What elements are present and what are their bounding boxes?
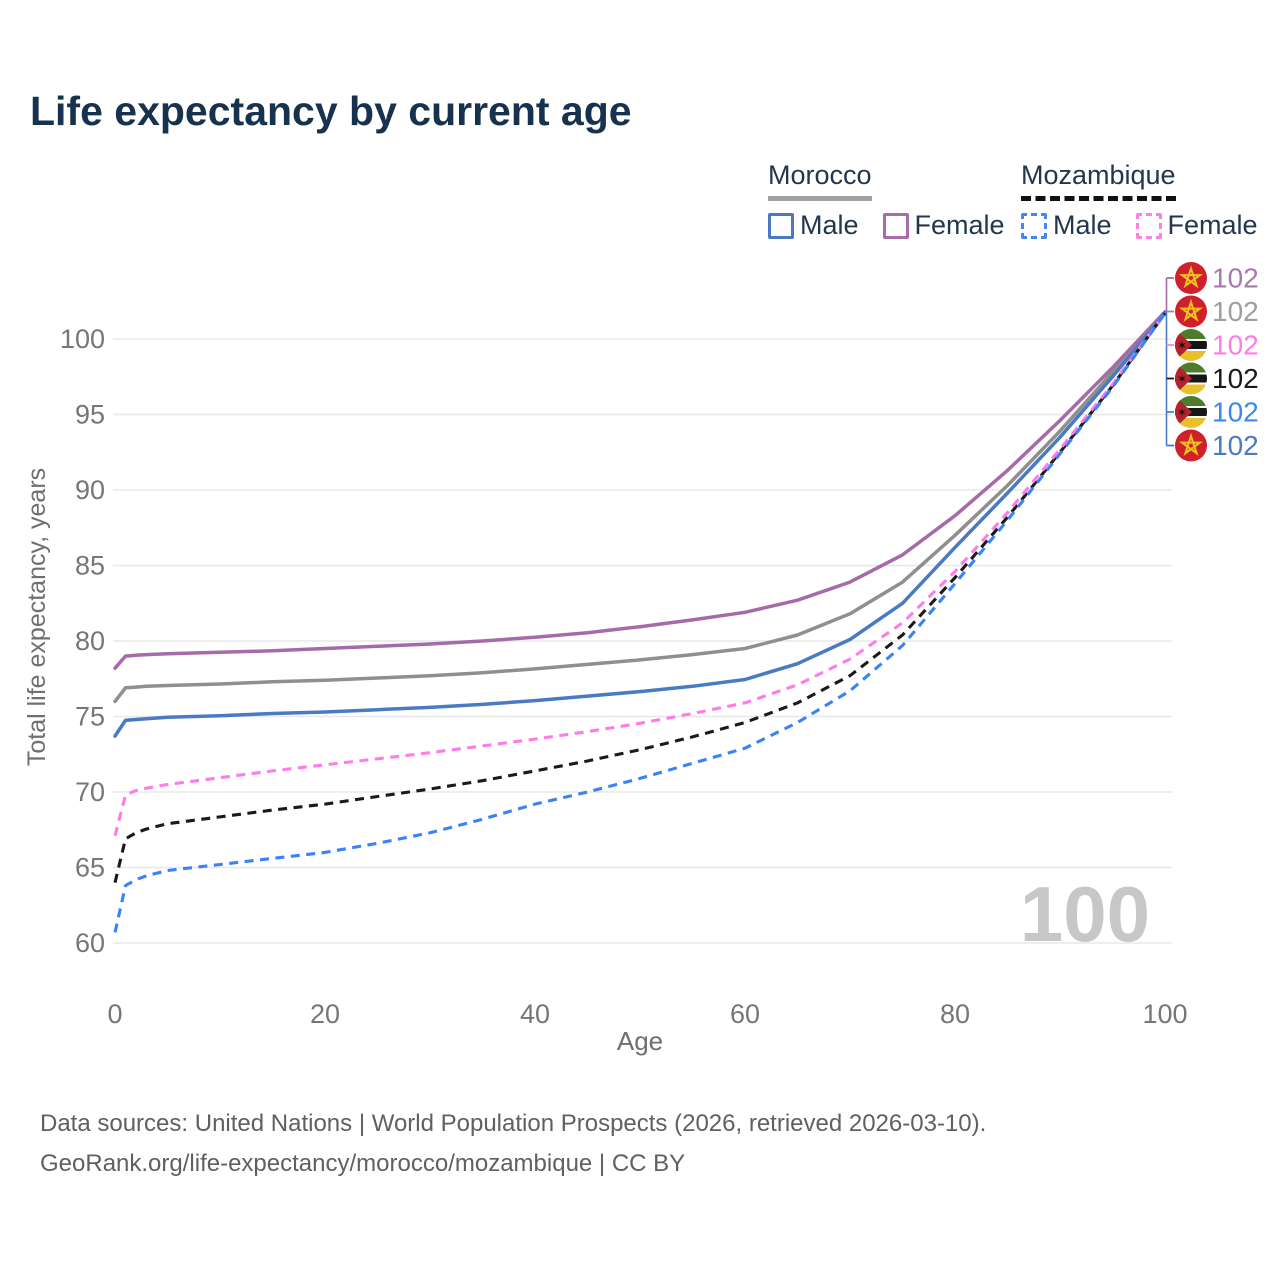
end-value-label-morocco-female: 102 <box>1212 263 1259 294</box>
x-axis-title: Age <box>617 1026 663 1056</box>
watermark-100: 100 <box>1020 870 1150 958</box>
legend-swatch-mozambique-female <box>1135 212 1162 239</box>
page-title: Life expectancy by current age <box>30 88 632 134</box>
x-tick-label-100: 100 <box>1142 999 1187 1029</box>
pentagram-star-icon <box>1178 265 1204 289</box>
legend-item-mozambique-female[interactable]: Female <box>1135 210 1258 241</box>
end-value-label-mozambique-male: 102 <box>1212 397 1259 428</box>
y-tick-label-75: 75 <box>75 702 105 732</box>
legend-swatch-morocco-female <box>882 212 909 239</box>
y-axis-title: Total life expectancy, years <box>23 468 51 766</box>
y-tick-label-70: 70 <box>75 777 105 807</box>
end-value-label-mozambique-female: 102 <box>1212 330 1259 361</box>
x-tick-label-20: 20 <box>310 999 340 1029</box>
legend-label-mozambique-male: Male <box>1053 210 1112 240</box>
series-line-morocco-female[interactable] <box>113 310 1167 670</box>
footer-attribution-link[interactable]: GeoRank.org/life-expectancy/morocco/moza… <box>40 1150 686 1177</box>
x-tick-label-40: 40 <box>520 999 550 1029</box>
y-tick-label-85: 85 <box>75 551 105 581</box>
morocco-flag-icon <box>1175 262 1207 294</box>
series-line-morocco-both[interactable] <box>113 310 1167 704</box>
legend-country-morocco[interactable]: Morocco <box>768 160 872 201</box>
emblem-icon: ✶ <box>1177 406 1187 420</box>
legend-item-mozambique-male[interactable]: Male <box>1021 210 1112 241</box>
x-tick-label-0: 0 <box>107 999 122 1029</box>
x-tick-label-60: 60 <box>730 999 760 1029</box>
series-line-mozambique-both[interactable] <box>113 312 1167 883</box>
legend-label-mozambique-female: Female <box>1167 210 1258 240</box>
y-tick-label-100: 100 <box>60 324 105 354</box>
mozambique-flag-icon: ✶ <box>1175 329 1207 361</box>
legend-group-mozambique: Mozambique Male Female <box>1021 160 1258 241</box>
y-tick-label-60: 60 <box>75 928 105 958</box>
end-value-label-mozambique-both: 102 <box>1212 363 1259 394</box>
legend-group-morocco: Morocco Male Female <box>768 160 1005 241</box>
x-tick-label-80: 80 <box>940 999 970 1029</box>
pentagram-star-icon <box>1178 432 1204 456</box>
series-line-mozambique-female[interactable] <box>113 312 1167 837</box>
end-value-label-morocco-male: 102 <box>1212 430 1259 461</box>
legend-swatch-morocco-male <box>768 212 794 239</box>
legend-item-morocco-female[interactable]: Female <box>882 210 1005 241</box>
morocco-flag-icon <box>1175 295 1207 328</box>
series-line-morocco-male[interactable] <box>113 311 1167 738</box>
series-line-mozambique-male[interactable] <box>113 312 1167 933</box>
legend-item-morocco-male[interactable]: Male <box>768 210 859 241</box>
footer-data-sources: Data sources: United Nations | World Pop… <box>40 1110 987 1137</box>
legend-country-mozambique[interactable]: Mozambique <box>1021 160 1176 201</box>
y-tick-label-65: 65 <box>75 853 105 883</box>
mozambique-flag-icon: ✶ <box>1175 396 1207 428</box>
y-tick-label-90: 90 <box>75 475 105 505</box>
mozambique-flag-icon: ✶ <box>1175 362 1207 395</box>
legend-label-morocco-female: Female <box>914 210 1005 240</box>
y-tick-label-80: 80 <box>75 626 105 656</box>
morocco-flag-icon <box>1175 429 1207 462</box>
end-value-label-morocco-both: 102 <box>1212 296 1259 327</box>
emblem-icon: ✶ <box>1177 339 1187 353</box>
y-tick-label-95: 95 <box>75 400 105 430</box>
pentagram-star-icon <box>1178 298 1204 322</box>
legend-label-morocco-male: Male <box>800 210 859 240</box>
emblem-icon: ✶ <box>1177 372 1187 386</box>
legend-swatch-mozambique-male <box>1021 212 1047 239</box>
